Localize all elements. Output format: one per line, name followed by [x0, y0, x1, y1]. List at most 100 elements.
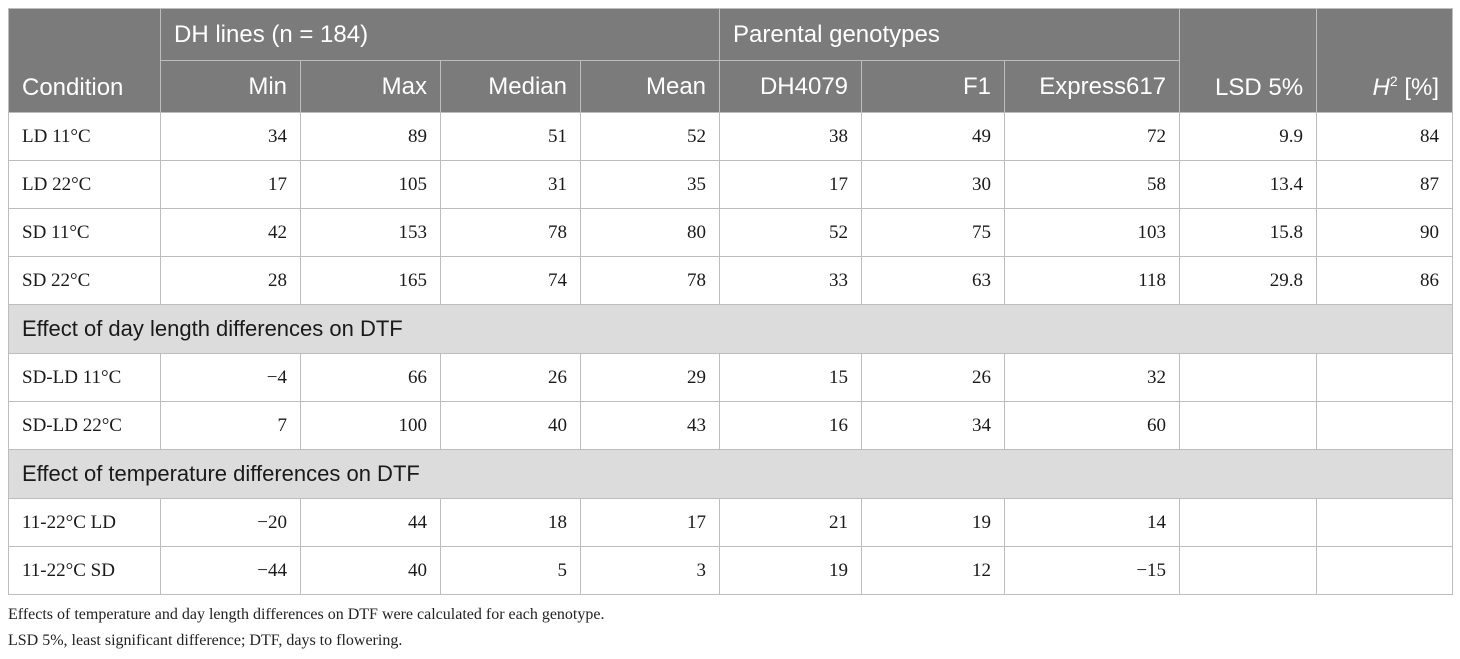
cell-max: 40 [300, 546, 441, 595]
cell-express617: 60 [1004, 401, 1181, 450]
cell-dh4079: 16 [719, 401, 863, 450]
section-temperature: Effect of temperature differences on DTF [7, 449, 1454, 499]
header-express617: Express617 [1004, 60, 1181, 113]
cell-lsd: 15.8 [1179, 208, 1318, 257]
header-h2-base: H [1372, 74, 1390, 101]
header-h2-unit: [%] [1397, 74, 1440, 101]
cell-condition: SD-LD 11°C [8, 353, 161, 402]
cell-min: 34 [160, 112, 301, 161]
cell-min: −4 [160, 353, 301, 402]
cell-median: 26 [440, 353, 581, 402]
cell-h2: 84 [1316, 112, 1454, 161]
cell-condition: 11-22°C SD [8, 546, 161, 595]
header-h2-sup: 2 [1389, 73, 1398, 89]
cell-min: 42 [160, 208, 301, 257]
table-row: LD 22°C 17 105 31 35 17 30 58 13.4 87 [8, 160, 1454, 209]
cell-lsd [1179, 353, 1318, 402]
cell-lsd: 13.4 [1179, 160, 1318, 209]
cell-h2 [1316, 401, 1454, 450]
cell-dh4079: 33 [719, 256, 863, 305]
cell-dh4079: 19 [719, 546, 863, 595]
cell-condition: LD 22°C [8, 160, 161, 209]
cell-lsd [1179, 498, 1318, 547]
cell-lsd [1179, 401, 1318, 450]
cell-express617: 72 [1004, 112, 1181, 161]
cell-dh4079: 52 [719, 208, 863, 257]
section-daylength: Effect of day length differences on DTF [7, 304, 1454, 354]
cell-condition: 11-22°C LD [8, 498, 161, 547]
cell-max: 44 [300, 498, 441, 547]
cell-median: 18 [440, 498, 581, 547]
table-row: 11-22°C LD −20 44 18 17 21 19 14 [8, 498, 1454, 547]
cell-max: 165 [300, 256, 441, 305]
cell-express617: 32 [1004, 353, 1181, 402]
header-parental-group: Parental genotypes [719, 8, 1181, 61]
cell-h2 [1316, 353, 1454, 402]
cell-dh4079: 15 [719, 353, 863, 402]
cell-mean: 80 [579, 208, 721, 257]
cell-min: 7 [160, 401, 301, 450]
cell-express617: 118 [1004, 256, 1181, 305]
cell-mean: 3 [579, 546, 721, 595]
table-row: SD 22°C 28 165 74 78 33 63 118 29.8 86 [8, 256, 1454, 305]
cell-h2: 86 [1316, 256, 1454, 305]
cell-dh4079: 38 [719, 112, 863, 161]
cell-max: 89 [300, 112, 441, 161]
cell-express617: 103 [1004, 208, 1181, 257]
cell-f1: 34 [861, 401, 1006, 450]
header-condition: Condition [8, 8, 161, 113]
cell-f1: 26 [861, 353, 1006, 402]
cell-mean: 78 [579, 256, 721, 305]
header-mean: Mean [579, 60, 721, 113]
footnote-abbreviations: LSD 5%, least significant difference; DT… [8, 632, 403, 649]
header-f1: F1 [861, 60, 1006, 113]
cell-max: 153 [300, 208, 441, 257]
cell-mean: 35 [579, 160, 721, 209]
cell-median: 5 [440, 546, 581, 595]
cell-h2 [1316, 498, 1454, 547]
cell-max: 100 [300, 401, 441, 450]
cell-dh4079: 21 [719, 498, 863, 547]
cell-f1: 75 [861, 208, 1006, 257]
cell-dh4079: 17 [719, 160, 863, 209]
cell-max: 66 [300, 353, 441, 402]
section-daylength-label: Effect of day length differences on DTF [7, 304, 1454, 354]
cell-median: 31 [440, 160, 581, 209]
cell-median: 51 [440, 112, 581, 161]
cell-median: 74 [440, 256, 581, 305]
header-h2: H2 [%] [1316, 8, 1454, 113]
header-lsd: LSD 5% [1179, 8, 1318, 113]
cell-condition: SD-LD 22°C [8, 401, 161, 450]
cell-lsd [1179, 546, 1318, 595]
cell-express617: 58 [1004, 160, 1181, 209]
table-row: SD-LD 22°C 7 100 40 43 16 34 60 [8, 401, 1454, 450]
table-row: LD 11°C 34 89 51 52 38 49 72 9.9 84 [8, 112, 1454, 161]
table-row: 11-22°C SD −44 40 5 3 19 12 −15 [8, 546, 1454, 595]
header-median: Median [440, 60, 581, 113]
table-header: Condition DH lines (n = 184) Parental ge… [8, 8, 1454, 113]
cell-f1: 19 [861, 498, 1006, 547]
cell-f1: 63 [861, 256, 1006, 305]
cell-lsd: 29.8 [1179, 256, 1318, 305]
cell-express617: 14 [1004, 498, 1181, 547]
cell-f1: 30 [861, 160, 1006, 209]
header-max: Max [300, 60, 441, 113]
table-row: SD 11°C 42 153 78 80 52 75 103 15.8 90 [8, 208, 1454, 257]
cell-mean: 52 [579, 112, 721, 161]
cell-condition: SD 22°C [8, 256, 161, 305]
cell-h2: 87 [1316, 160, 1454, 209]
footnote-effects: Effects of temperature and day length di… [8, 606, 605, 623]
cell-max: 105 [300, 160, 441, 209]
cell-mean: 17 [579, 498, 721, 547]
cell-mean: 43 [579, 401, 721, 450]
cell-min: 17 [160, 160, 301, 209]
header-min: Min [160, 60, 301, 113]
section-temperature-label: Effect of temperature differences on DTF [7, 449, 1454, 499]
cell-median: 78 [440, 208, 581, 257]
cell-f1: 12 [861, 546, 1006, 595]
cell-min: −44 [160, 546, 301, 595]
cell-median: 40 [440, 401, 581, 450]
cell-condition: LD 11°C [8, 112, 161, 161]
cell-mean: 29 [579, 353, 721, 402]
table-row: SD-LD 11°C −4 66 26 29 15 26 32 [8, 353, 1454, 402]
